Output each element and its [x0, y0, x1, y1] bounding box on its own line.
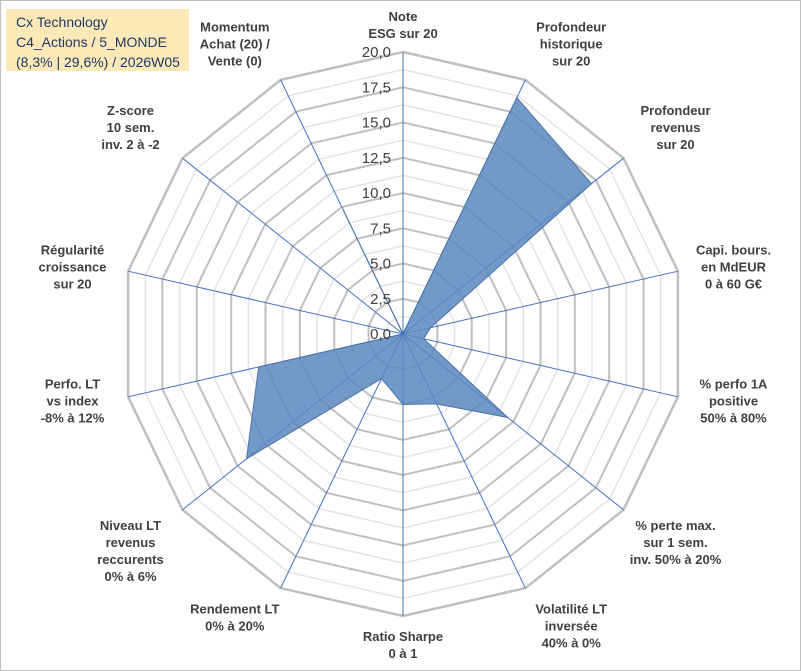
- tick-label: 2,5: [370, 291, 391, 308]
- axis-label: Niveau LT: [100, 518, 161, 533]
- axis-label: Rendement LT: [190, 601, 279, 616]
- axis-label: sur 20: [552, 54, 590, 69]
- axis-spoke: [402, 333, 679, 398]
- axis-label: Profondeur: [640, 103, 710, 118]
- axis-label: 0% à 20%: [205, 618, 265, 633]
- tick-label: 0,0: [370, 326, 391, 343]
- axis-label: Perfo. LT: [45, 376, 100, 391]
- axis-spoke: [402, 270, 679, 335]
- axis-label: Achat (20) /: [200, 37, 270, 52]
- axis-label: Profondeur: [536, 20, 606, 35]
- title-line-2: C4_Actions / 5_MONDE: [16, 34, 167, 50]
- axis-label: Vente (0): [208, 54, 262, 69]
- axis-label: ESG sur 20: [368, 26, 437, 41]
- axis-label: Note: [389, 9, 418, 24]
- series-area: [245, 96, 593, 460]
- tick-label: 10,0: [362, 185, 391, 202]
- axis-label: inv. 2 à -2: [101, 137, 159, 152]
- axis-label: % perte max.: [635, 518, 715, 533]
- tick-label: 5,0: [370, 256, 391, 273]
- axis-label: 10 sem.: [107, 120, 155, 135]
- axis-label: en MdEUR: [701, 260, 767, 275]
- tick-label: 17,5: [362, 79, 391, 96]
- axis-label: inv. 50% à 20%: [630, 552, 722, 567]
- axis-label: revenus: [106, 535, 156, 550]
- axis-label: -8% à 12%: [41, 410, 105, 425]
- axis-label: Z-score: [107, 103, 154, 118]
- chart-title-box: Cx Technology C4_Actions / 5_MONDE (8,3%…: [6, 9, 189, 71]
- title-line-1: Cx Technology: [16, 14, 108, 30]
- tick-label: 15,0: [362, 115, 391, 132]
- axis-label: historique: [540, 37, 603, 52]
- axis-spoke: [127, 270, 404, 335]
- axis-spoke: [182, 157, 404, 335]
- axis-label: revenus: [651, 120, 701, 135]
- axis-label: Volatilité LT: [535, 601, 607, 616]
- tick-label: 12,5: [362, 150, 391, 167]
- axis-label: sur 20: [53, 277, 91, 292]
- axis-label: 0% à 6%: [104, 569, 156, 584]
- axis-label: Ratio Sharpe: [363, 629, 443, 644]
- axis-label: sur 1 sem.: [643, 535, 707, 550]
- axis-label: 50% à 80%: [700, 410, 767, 425]
- axis-label: Momentum: [200, 20, 269, 35]
- axis-label: 0 à 60 G€: [705, 277, 762, 292]
- axis-label: reccurents: [97, 552, 163, 567]
- axis-label: Régularité: [41, 243, 105, 258]
- tick-label: 7,5: [370, 220, 391, 237]
- axis-label: Capi. bours.: [696, 243, 771, 258]
- axis-label: vs index: [46, 393, 99, 408]
- title-line-3: (8,3% | 29,6%) / 2026W05: [16, 54, 180, 70]
- axis-label: inversée: [545, 618, 598, 633]
- tick-label: 20,0: [362, 44, 391, 61]
- axis-label: % perfo 1A: [700, 376, 769, 391]
- axis-label: sur 20: [656, 137, 694, 152]
- axis-label: croissance: [39, 260, 107, 275]
- axis-label: 40% à 0%: [542, 635, 602, 650]
- axis-label: positive: [709, 393, 758, 408]
- axis-label: 0 à 1: [389, 646, 418, 661]
